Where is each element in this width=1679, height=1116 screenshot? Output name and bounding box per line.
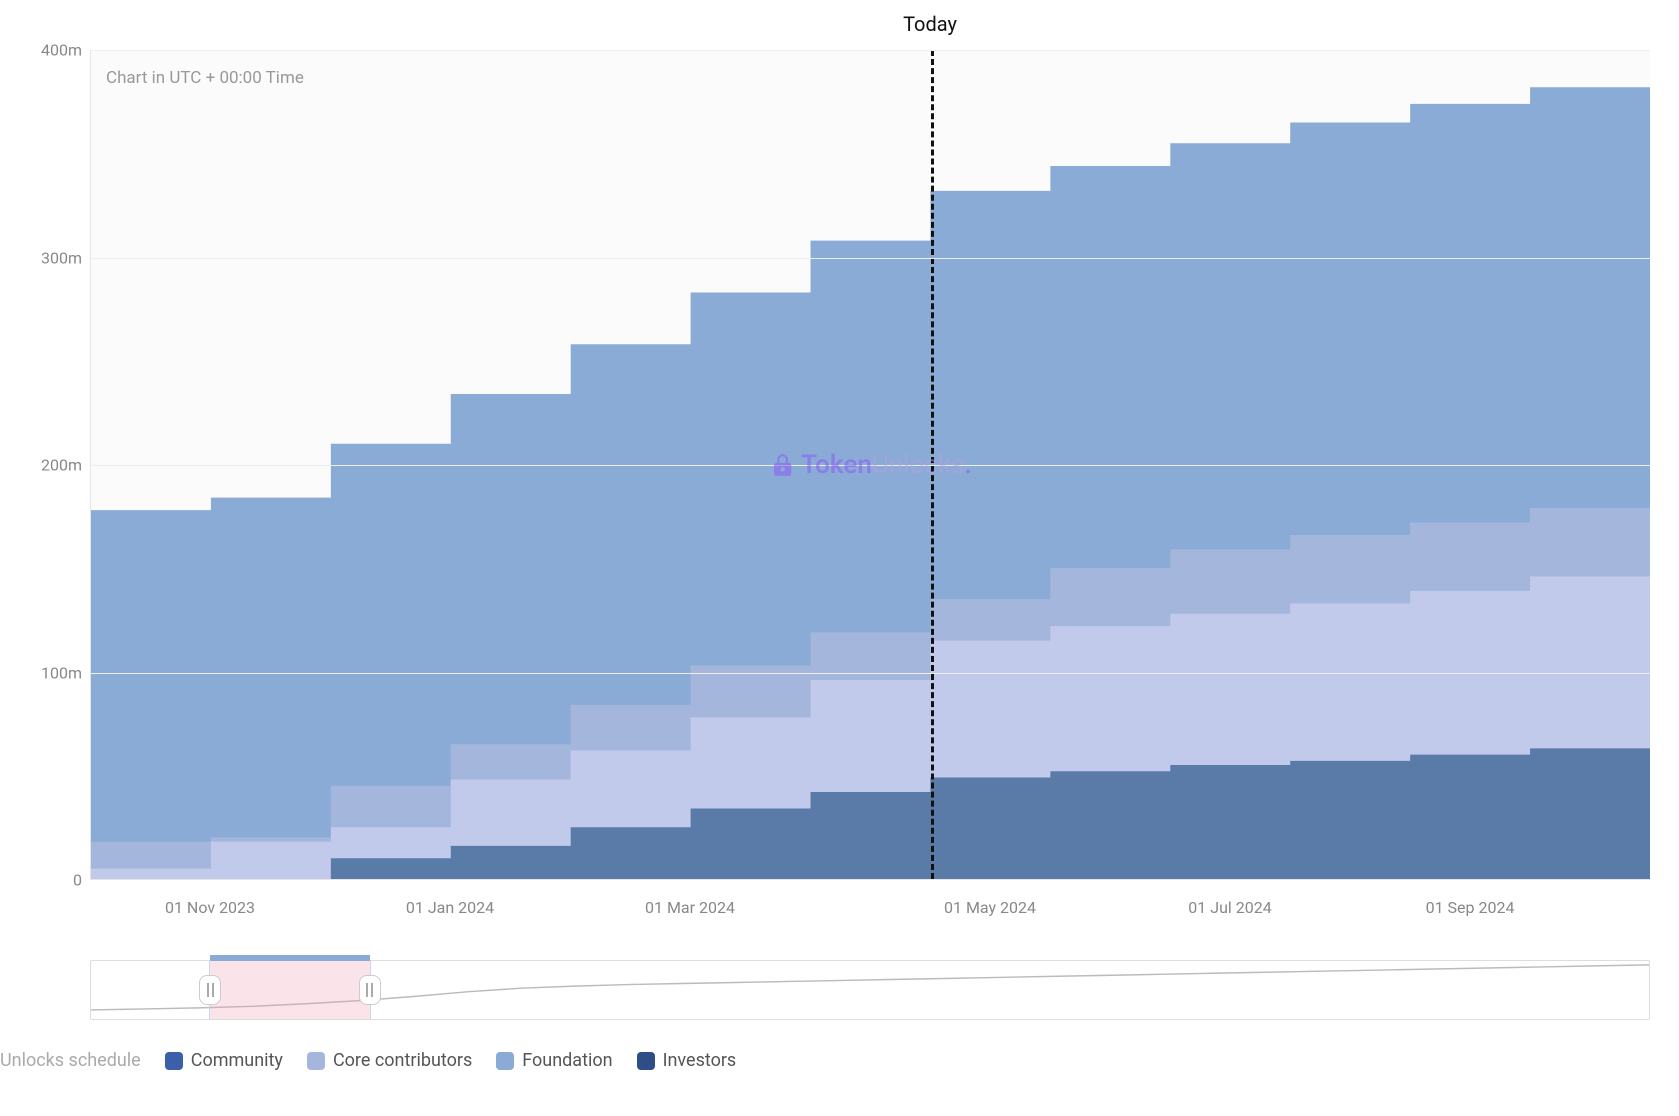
y-tick-label: 300m <box>41 248 82 267</box>
watermark-token: Token <box>801 450 872 480</box>
x-tick-label: 01 Mar 2024 <box>645 898 735 917</box>
brush-handle-right[interactable] <box>359 975 381 1005</box>
y-tick-label: 100m <box>41 663 82 682</box>
legend-item-community[interactable]: Community <box>165 1050 283 1071</box>
legend-item-foundation[interactable]: Foundation <box>496 1050 612 1071</box>
legend-swatch <box>165 1052 183 1070</box>
x-tick-label: 01 May 2024 <box>944 898 1036 917</box>
lock-icon <box>769 452 795 478</box>
x-tick-label: 01 Nov 2023 <box>165 898 255 917</box>
x-tick-label: 01 Jul 2024 <box>1188 898 1271 917</box>
watermark-dot: . <box>964 450 971 480</box>
legend: Unlocks schedule Community Core contribut… <box>0 1050 1679 1071</box>
legend-label: Core contributors <box>333 1050 472 1071</box>
y-axis: 0100m200m300m400m <box>40 40 90 880</box>
y-tick-label: 200m <box>41 456 82 475</box>
brush-handle-left[interactable] <box>199 975 221 1005</box>
x-axis: 01 Nov 2023 01 Jan 2024 01 Mar 2024 01 May … <box>90 890 1650 930</box>
gridline <box>91 673 1650 674</box>
legend-label: Investors <box>663 1050 737 1071</box>
brush-selection[interactable] <box>209 961 370 1019</box>
legend-label: Community <box>191 1050 283 1071</box>
legend-swatch <box>496 1052 514 1070</box>
legend-label: Foundation <box>522 1050 612 1071</box>
x-tick-label: 01 Sep 2024 <box>1426 898 1515 917</box>
y-tick-label: 400m <box>41 41 82 60</box>
gridline <box>91 258 1650 259</box>
legend-swatch <box>307 1052 325 1070</box>
legend-item-core-contributors[interactable]: Core contributors <box>307 1050 472 1071</box>
x-tick-label: 01 Jan 2024 <box>406 898 494 917</box>
time-brush[interactable] <box>90 960 1650 1020</box>
watermark: TokenUnlocks. <box>769 450 972 480</box>
legend-item-investors[interactable]: Investors <box>637 1050 737 1071</box>
watermark-unlocks: Unlocks <box>872 450 965 480</box>
chart-container: Today 0100m200m300m400m Chart in UTC + 0… <box>40 40 1660 940</box>
legend-title: Unlocks schedule <box>0 1050 141 1071</box>
today-label: Today <box>903 12 957 36</box>
y-tick-label: 0 <box>73 871 82 890</box>
chart-plot-area[interactable]: Chart in UTC + 00:00 Time TokenUnlocks. <box>90 50 1650 880</box>
gridline <box>91 50 1650 51</box>
legend-swatch <box>637 1052 655 1070</box>
